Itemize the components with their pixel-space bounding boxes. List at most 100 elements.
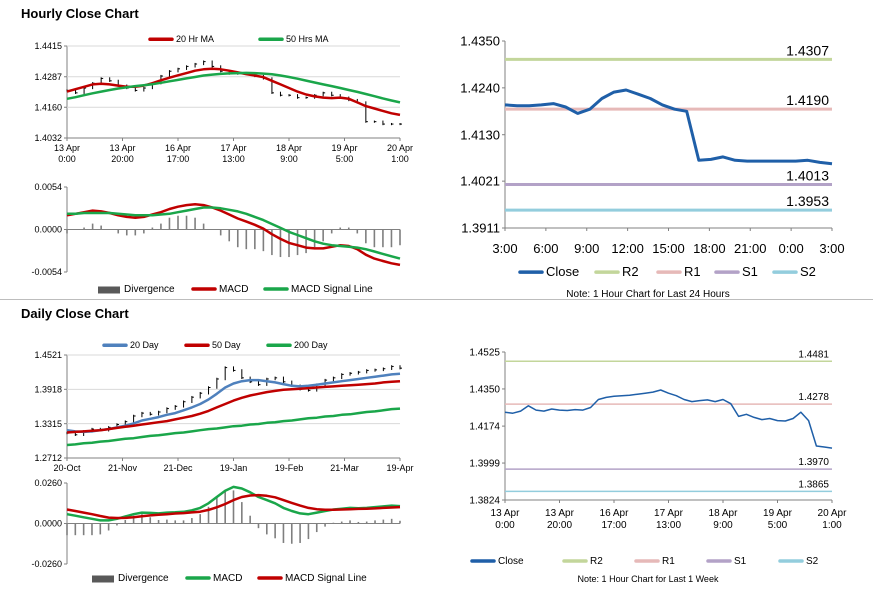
daily_price-series-50-day (66, 379, 401, 434)
weekly_levels-x-tick-label: 19 Apr (763, 508, 793, 519)
hourly_macd-y-tick-label: -0.0054 (31, 267, 62, 277)
daily_price-legend-label: 20 Day (130, 340, 159, 350)
hourly_levels-y-tick-label: 1.4240 (460, 80, 500, 95)
weekly_levels-x-tick-label: 5:00 (768, 520, 788, 531)
daily_price-x-tick-label: 19-Apr (386, 463, 413, 473)
hourly_macd-legend-swatch (98, 286, 120, 294)
hourly_levels-x-tick-label: 6:00 (533, 241, 558, 256)
hourly_levels-y-tick-label: 1.4021 (460, 174, 500, 189)
daily_macd-y-tick-label: -0.0260 (31, 559, 62, 569)
hourly_levels-level-label: 1.4307 (786, 42, 829, 58)
hourly_levels-y-tick-label: 1.3911 (461, 221, 500, 236)
hourly_price-x-tick-label: 18 Apr (276, 143, 302, 153)
daily_macd-legend-swatch (92, 575, 114, 583)
hourly_levels-y-tick-label: 1.4130 (460, 127, 500, 142)
hourly_price-x-tick-label: 13 Apr (109, 143, 135, 153)
hourly_macd-series-macd-signal-line (67, 206, 401, 260)
daily_macd-y-tick-label: 0.0000 (34, 519, 62, 529)
hourly_price-x-tick-label: 20 Apr (387, 143, 413, 153)
daily_macd-legend-label: Divergence (118, 573, 169, 584)
weekly_levels-y-tick-label: 1.4174 (469, 422, 500, 433)
weekly_levels-x-tick-label: 13 Apr (491, 508, 521, 519)
weekly_levels-x-tick-label: 0:00 (495, 520, 515, 531)
hourly_levels-x-tick-label: 15:00 (652, 241, 685, 256)
hourly_price-x-tick-label: 1:00 (391, 154, 409, 164)
daily_price-series-200-day (66, 407, 401, 447)
weekly_levels-legend-label: R1 (662, 556, 675, 567)
hourly_levels-level-label: 1.3953 (786, 193, 829, 209)
weekly_levels-x-tick-label: 17:00 (601, 520, 626, 531)
hourly_price-x-tick-label: 20:00 (111, 154, 134, 164)
hourly_price-x-tick-label: 19 Apr (331, 143, 357, 153)
weekly_levels-level-label: 1.4278 (798, 392, 829, 403)
daily_macd-legend-label: MACD (213, 573, 242, 584)
weekly_levels-y-tick-label: 1.3824 (469, 496, 500, 507)
weekly_levels-legend-label: Close (498, 556, 524, 567)
hourly_levels-x-tick-label: 0:00 (778, 241, 803, 256)
hourly_price-series-20-hr-ma (66, 67, 401, 117)
weekly_levels-series-close (504, 389, 833, 449)
hourly_price-x-tick-label: 17 Apr (220, 143, 246, 153)
daily-section-title: Daily Close Chart (21, 306, 129, 321)
daily_price-x-tick-label: 19-Feb (275, 463, 304, 473)
hourly_levels-y-tick-label: 1.4350 (460, 34, 500, 49)
section-divider (0, 299, 873, 300)
weekly_levels-x-tick-label: 20:00 (547, 520, 572, 531)
hourly_levels-legend-label: Close (546, 264, 579, 279)
hourly_levels-x-tick-label: 3:00 (492, 241, 517, 256)
hourly_levels-x-tick-label: 12:00 (611, 241, 644, 256)
weekly_levels-x-tick-label: 17 Apr (654, 508, 684, 519)
weekly_levels-x-tick-label: 16 Apr (600, 508, 630, 519)
hourly_levels-x-tick-label: 18:00 (693, 241, 726, 256)
weekly_levels-legend-label: S2 (806, 556, 819, 567)
hourly_price-legend-label: 50 Hrs MA (286, 34, 329, 44)
hourly_price-x-tick-label: 16 Apr (165, 143, 191, 153)
hourly_price-x-tick-label: 9:00 (280, 154, 298, 164)
daily_price-legend-label: 200 Day (294, 340, 328, 350)
weekly_levels-note: Note: 1 Hour Chart for Last 1 Week (578, 574, 719, 584)
hourly_price-y-tick-label: 1.4287 (34, 72, 62, 82)
weekly_levels-x-tick-label: 18 Apr (709, 508, 739, 519)
weekly_levels-y-tick-label: 1.3999 (469, 459, 500, 470)
hourly_levels-legend-label: R2 (622, 264, 639, 279)
daily_price-x-tick-label: 21-Nov (108, 463, 138, 473)
hourly_levels-note: Note: 1 Hour Chart for Last 24 Hours (566, 289, 729, 300)
hourly_levels-legend-label: S1 (742, 264, 758, 279)
daily_price-x-tick-label: 20-Oct (53, 463, 81, 473)
hourly_price-y-tick-label: 1.4160 (34, 102, 62, 112)
hourly_levels-x-tick-label: 9:00 (574, 241, 599, 256)
hourly_levels-level-label: 1.4013 (786, 168, 829, 184)
daily_price-y-tick-label: 1.3918 (34, 384, 62, 394)
hourly_levels-x-tick-label: 21:00 (734, 241, 767, 256)
hourly_price-x-tick-label: 5:00 (336, 154, 354, 164)
hourly_price-y-tick-label: 1.4415 (34, 41, 62, 51)
daily_macd-y-tick-label: 0.0260 (34, 478, 62, 488)
daily_price-y-tick-label: 1.2712 (34, 453, 62, 463)
hourly_macd-legend-label: MACD Signal Line (291, 284, 373, 295)
hourly_levels-legend-label: R1 (684, 264, 701, 279)
daily_price-x-tick-label: 19-Jan (220, 463, 248, 473)
daily_price-x-tick-label: 21-Mar (330, 463, 359, 473)
daily_price-x-tick-label: 21-Dec (163, 463, 193, 473)
daily_macd-legend-label: MACD Signal Line (285, 573, 367, 584)
hourly_price-x-tick-label: 13 Apr (54, 143, 80, 153)
hourly_levels-level-label: 1.4190 (786, 92, 829, 108)
weekly_levels-y-tick-label: 1.4525 (469, 348, 500, 359)
hourly_price-x-tick-label: 0:00 (58, 154, 76, 164)
daily_price-y-tick-label: 1.4521 (34, 350, 62, 360)
hourly_price-x-tick-label: 13:00 (222, 154, 245, 164)
weekly_levels-level-label: 1.4481 (798, 349, 829, 360)
hourly_levels-series-close (504, 88, 833, 166)
hourly_macd-y-tick-label: 0.0054 (34, 182, 62, 192)
weekly_levels-x-tick-label: 13:00 (656, 520, 681, 531)
daily_price-y-tick-label: 1.3315 (34, 419, 62, 429)
hourly-section-title: Hourly Close Chart (21, 6, 139, 21)
hourly_price-series-50-hrs-ma (66, 71, 401, 104)
weekly_levels-x-tick-label: 9:00 (713, 520, 733, 531)
hourly_macd-y-tick-label: 0.0000 (34, 225, 62, 235)
weekly_levels-legend-label: S1 (734, 556, 747, 567)
hourly_macd-legend-label: Divergence (124, 284, 175, 295)
hourly_price-legend-label: 20 Hr MA (176, 34, 214, 44)
hourly_levels-x-tick-label: 3:00 (819, 241, 844, 256)
